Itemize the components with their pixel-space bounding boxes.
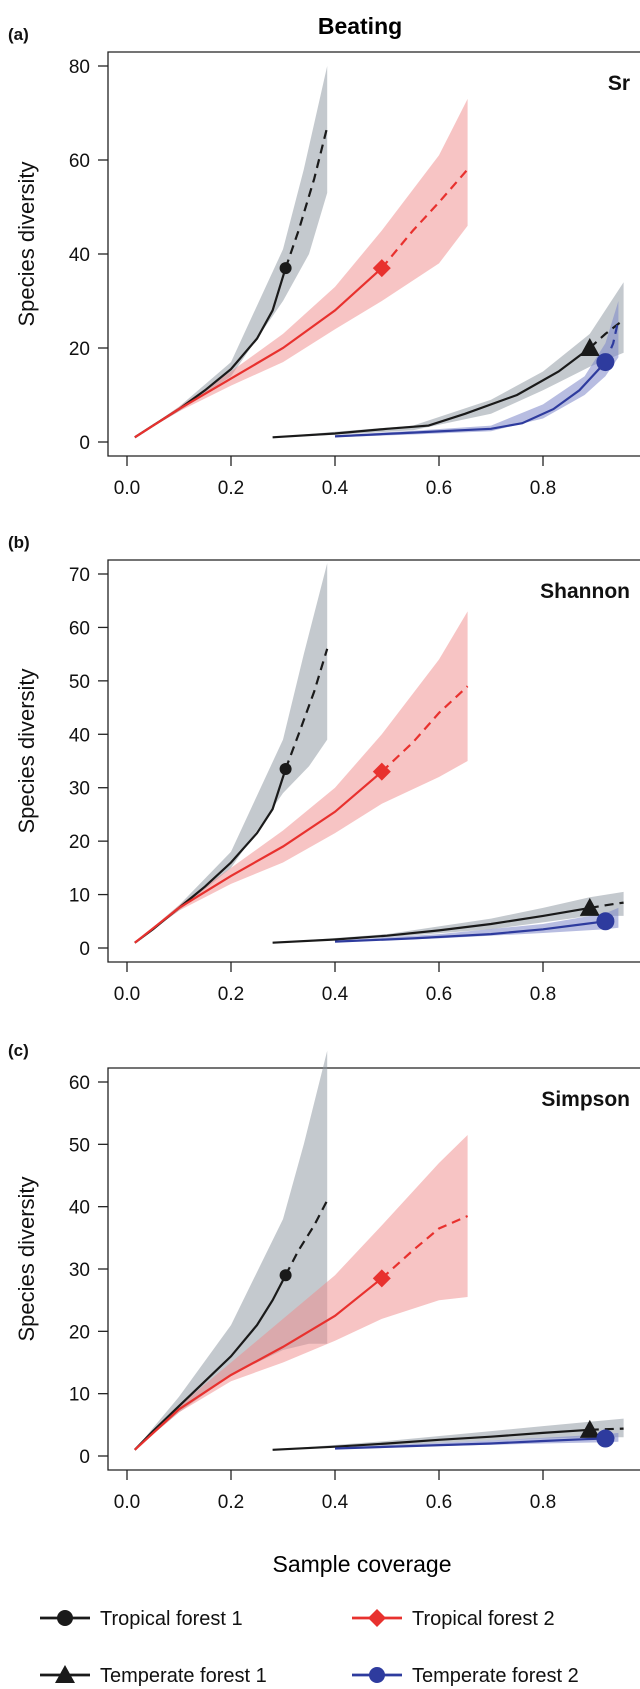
marker-circle	[596, 353, 615, 372]
series-line-interpolated	[334, 920, 606, 943]
legend-label: Temperate forest 2	[412, 1665, 579, 1687]
confidence-band	[134, 66, 328, 438]
x-tick-label: 0.8	[530, 984, 556, 1005]
confidence-band	[134, 611, 468, 943]
metric-label: Shannon	[540, 580, 630, 603]
x-tick-label: 0.2	[218, 478, 244, 499]
panel-b: 0.0 0.2 0.4 0.6 0.8 0 10 20 30 40 50 60 70 Species di…	[8, 533, 640, 1005]
series-line-interpolated	[272, 906, 590, 944]
x-tick-label: 0.8	[530, 478, 556, 499]
series-line-extrapolated	[381, 1214, 469, 1280]
legend-label: Tropical forest 2	[412, 1608, 555, 1630]
y-axis-label: Species diversity	[14, 1176, 39, 1341]
series-line-extrapolated	[381, 685, 469, 773]
y-tick-label: 80	[69, 57, 90, 78]
confidence-band	[335, 1432, 619, 1450]
x-tick-label: 0.4	[322, 1492, 349, 1513]
x-tick-label: 0.0	[114, 478, 140, 499]
y-tick-label: 40	[69, 245, 90, 266]
x-tick-label: 0.6	[426, 1492, 452, 1513]
y-tick-label: 60	[69, 151, 90, 172]
y-tick-label: 40	[69, 725, 90, 746]
y-tick-label: 20	[69, 1322, 90, 1343]
series-line-extrapolated	[589, 901, 624, 909]
panel-a: 0.0 0.2 0.4 0.6 0.8 0 20 40 60 80 Species diversit…	[8, 25, 640, 499]
y-tick-label: 10	[69, 1385, 90, 1406]
y-tick-label: 20	[69, 339, 90, 360]
legend-label: Tropical forest 1	[100, 1608, 243, 1630]
y-tick-label: 30	[69, 1260, 90, 1281]
y-tick-label: 0	[79, 1447, 90, 1468]
series-line-interpolated	[334, 361, 607, 438]
marker-circle	[596, 912, 615, 931]
figure-title: Beating	[318, 13, 402, 39]
panel-label: (a)	[8, 25, 29, 44]
metric-label: Simpson	[541, 1088, 630, 1111]
confidence-band	[335, 301, 619, 438]
marker-diamond	[368, 1609, 386, 1627]
series-line-interpolated	[134, 1274, 287, 1451]
x-tick-label: 0.6	[426, 478, 452, 499]
y-tick-label: 0	[79, 939, 90, 960]
marker-circle	[57, 1610, 73, 1626]
series-line-interpolated	[334, 1437, 606, 1450]
series-line-interpolated	[134, 770, 383, 944]
metric-label: Sr	[608, 72, 630, 95]
panel-c: 0.0 0.2 0.4 0.6 0.8 0 10 20 30 40 50 60 Species dive…	[8, 1041, 640, 1513]
legend-label: Temperate forest 1	[100, 1665, 267, 1687]
y-tick-label: 70	[69, 565, 90, 586]
series-line-interpolated	[272, 347, 591, 439]
x-tick-label: 0.4	[322, 984, 349, 1005]
marker-triangle	[579, 1419, 600, 1438]
y-tick-label: 20	[69, 832, 90, 853]
marker-triangle	[579, 897, 600, 916]
marker-diamond	[372, 762, 391, 781]
marker-circle	[596, 1429, 615, 1448]
panel-label: (c)	[8, 1041, 29, 1060]
x-tick-label: 0.4	[322, 478, 349, 499]
marker-circle	[279, 763, 292, 776]
x-axis-label: Sample coverage	[273, 1551, 452, 1577]
confidence-band	[134, 563, 328, 943]
y-tick-label: 50	[69, 1135, 90, 1156]
y-tick-label: 40	[69, 1198, 90, 1219]
x-tick-label: 0.0	[114, 1492, 140, 1513]
marker-circle	[369, 1667, 385, 1683]
y-tick-label: 30	[69, 779, 90, 800]
marker-circle	[279, 1269, 292, 1282]
y-tick-label: 60	[69, 1073, 90, 1094]
confidence-band	[272, 891, 624, 943]
plot-frame	[107, 559, 640, 963]
marker-triangle	[579, 338, 600, 356]
marker-circle	[279, 262, 292, 275]
confidence-band	[134, 1050, 328, 1450]
confidence-band	[134, 98, 468, 438]
y-axis-label: Species diversity	[14, 161, 39, 326]
x-tick-label: 0.0	[114, 984, 140, 1005]
y-tick-label: 10	[69, 886, 90, 907]
series-line-extrapolated	[589, 318, 625, 349]
series-line-interpolated	[134, 1277, 383, 1451]
x-tick-label: 0.8	[530, 1492, 556, 1513]
y-tick-label: 60	[69, 618, 90, 639]
marker-diamond	[372, 1269, 391, 1288]
y-tick-label: 0	[79, 433, 90, 454]
panel-label: (b)	[8, 533, 30, 552]
series-line-interpolated	[272, 1428, 590, 1451]
confidence-band	[272, 1418, 624, 1450]
marker-diamond	[372, 259, 391, 278]
y-tick-label: 50	[69, 672, 90, 693]
y-axis-label: Species diversity	[14, 668, 39, 833]
marker-triangle	[55, 1665, 75, 1683]
series-line-extrapolated	[380, 168, 469, 269]
series-line-extrapolated	[284, 648, 329, 770]
series-line-interpolated	[134, 267, 383, 439]
x-tick-label: 0.2	[218, 1492, 244, 1513]
x-tick-label: 0.6	[426, 984, 452, 1005]
series-line-extrapolated	[284, 126, 329, 269]
x-tick-label: 0.2	[218, 984, 244, 1005]
legend: Tropical forest 1 Tropical forest 2 Temper…	[40, 1608, 579, 1687]
